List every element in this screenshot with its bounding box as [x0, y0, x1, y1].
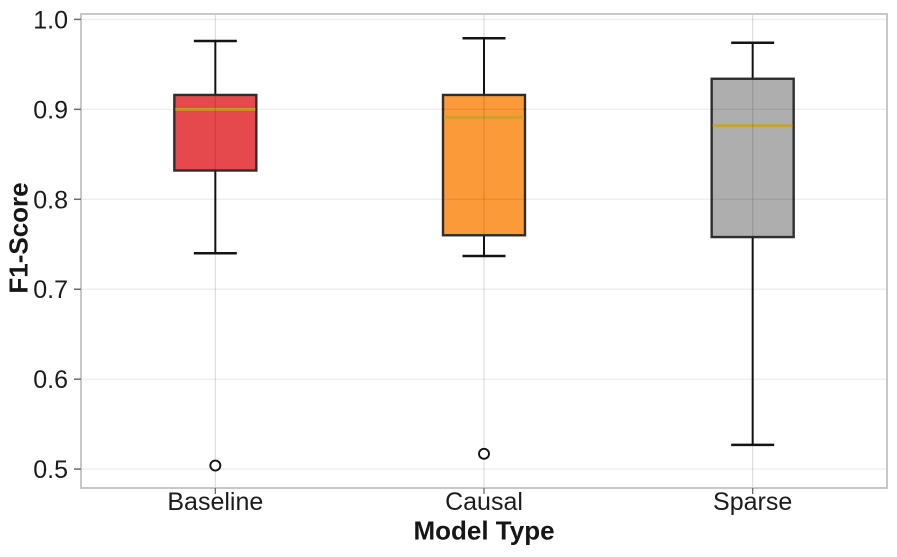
outlier-point-causal [478, 447, 490, 460]
x-tick-label: Sparse [713, 488, 792, 516]
x-tick-label: Baseline [167, 488, 263, 516]
y-tick-label: 0.6 [33, 366, 68, 394]
x-tick-label: Causal [445, 488, 523, 516]
y-tick-label: 1.0 [33, 6, 68, 34]
y-axis-title: F1-Score [3, 182, 34, 294]
box-sparse [710, 77, 795, 239]
y-tick-label: 0.9 [33, 96, 68, 124]
y-tick-label: 0.5 [33, 456, 68, 484]
x-axis-title: Model Type [413, 515, 555, 546]
y-tick-label: 0.7 [33, 276, 68, 304]
y-tick-label: 0.8 [33, 186, 68, 214]
outlier-point-baseline [209, 459, 222, 472]
box-baseline [173, 93, 258, 172]
